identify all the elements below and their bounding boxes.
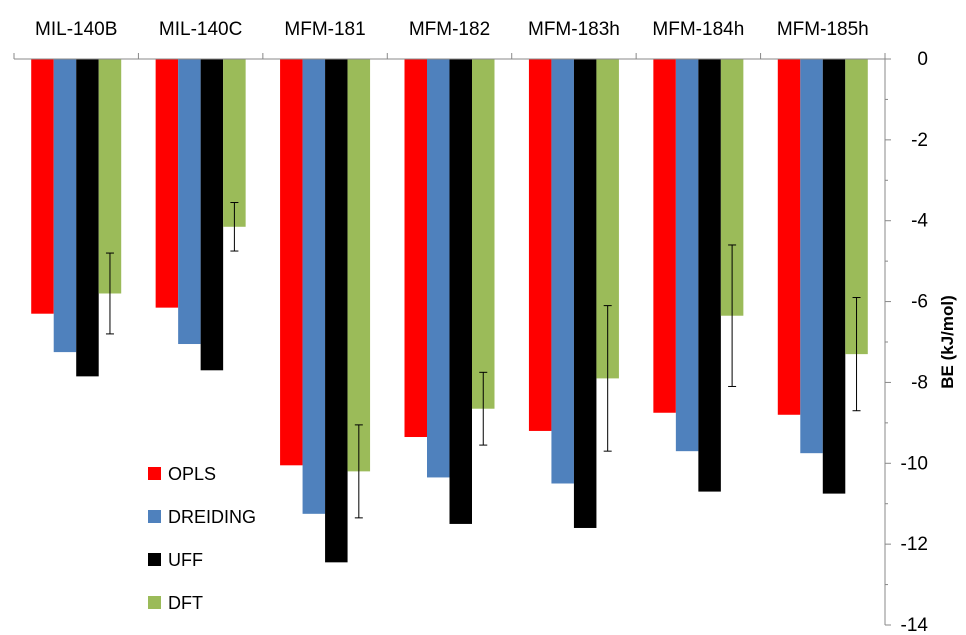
legend-label-opls: OPLS <box>168 464 216 484</box>
bar-dft-mil-140b <box>98 59 122 294</box>
bar-uff-mfm-181 <box>325 59 348 563</box>
legend-swatch-dft <box>148 596 161 609</box>
bar-dreiding-mil-140c <box>178 59 201 345</box>
bar-dft-mfm-181 <box>347 59 371 472</box>
bar-opls-mfm-183h <box>528 59 552 431</box>
bar-dreiding-mfm-182 <box>427 59 450 478</box>
category-label: MFM-181 <box>284 19 365 40</box>
y-tick-label: -6 <box>911 292 928 313</box>
legend-swatch-opls <box>148 467 161 480</box>
category-label: MFM-185h <box>777 19 869 40</box>
bar-uff-mfm-182 <box>449 59 472 524</box>
y-tick-label: -10 <box>901 453 928 474</box>
bar-dreiding-mfm-181 <box>302 59 326 514</box>
bar-uff-mil-140c <box>200 59 224 371</box>
bar-uff-mfm-185h <box>822 59 846 494</box>
bar-opls-mfm-181 <box>280 59 303 466</box>
y-tick-label: -2 <box>911 130 928 151</box>
bar-dft-mfm-185h <box>845 59 868 355</box>
bar-dreiding-mil-140b <box>53 59 77 353</box>
legend-label-dreiding: DREIDING <box>168 507 256 527</box>
category-label: MFM-182 <box>409 19 490 40</box>
legend-label-dft: DFT <box>168 593 203 613</box>
y-tick-label: 0 <box>917 49 928 70</box>
category-label: MFM-184h <box>652 19 744 40</box>
bar-opls-mil-140b <box>31 59 54 314</box>
bar-dft-mfm-183h <box>596 59 619 379</box>
category-label: MFM-183h <box>528 19 620 40</box>
bar-opls-mil-140c <box>155 59 179 308</box>
bar-dreiding-mfm-184h <box>675 59 699 452</box>
bar-uff-mfm-184h <box>698 59 721 492</box>
y-tick-label: -8 <box>911 372 928 393</box>
y-axis-title: BE (kJ/mol) <box>938 295 957 389</box>
bar-dreiding-mfm-183h <box>551 59 574 484</box>
category-label: MIL-140B <box>35 19 117 40</box>
y-tick-label: -14 <box>901 615 929 635</box>
category-label: MIL-140C <box>159 19 242 40</box>
bar-dreiding-mfm-185h <box>800 59 823 454</box>
bar-opls-mfm-185h <box>777 59 801 415</box>
bar-opls-mfm-182 <box>404 59 427 438</box>
bar-dft-mfm-182 <box>472 59 495 409</box>
y-tick-label: -4 <box>911 211 928 232</box>
legend-label-uff: UFF <box>168 550 203 570</box>
legend-swatch-dreiding <box>148 510 161 523</box>
bar-dft-mil-140c <box>223 59 246 227</box>
bar-dft-mfm-184h <box>720 59 744 316</box>
legend-swatch-uff <box>148 553 161 566</box>
y-tick-label: -12 <box>901 534 928 555</box>
bar-uff-mil-140b <box>76 59 99 377</box>
bar-uff-mfm-183h <box>573 59 597 528</box>
bar-opls-mfm-184h <box>653 59 676 413</box>
